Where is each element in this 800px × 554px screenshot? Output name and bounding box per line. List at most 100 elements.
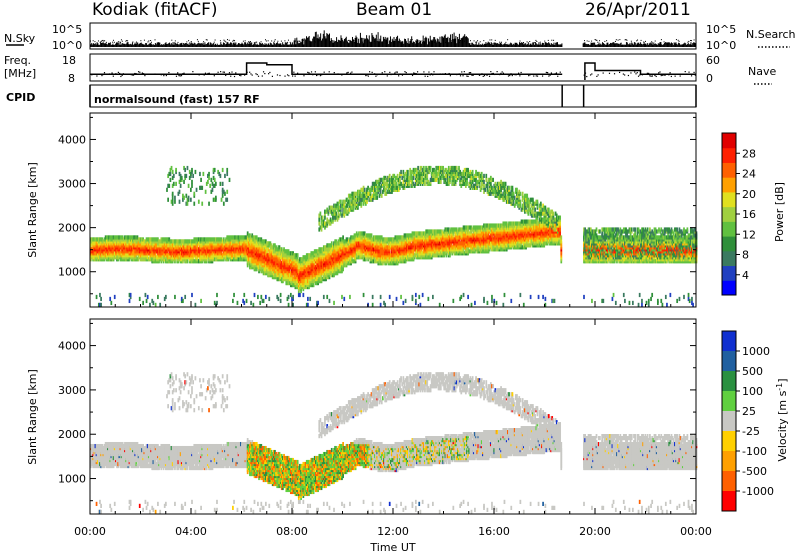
nave-point	[284, 75, 286, 77]
power-cell	[166, 237, 168, 242]
power-cell	[151, 298, 154, 304]
power-cell	[243, 235, 246, 240]
power-cell	[202, 171, 205, 177]
nave-point	[177, 72, 179, 74]
power-cell	[213, 197, 216, 202]
nave-point	[261, 75, 263, 77]
power-cell	[112, 235, 115, 240]
power-cell	[226, 171, 229, 177]
nave-point	[428, 71, 430, 73]
nave-point	[490, 71, 492, 73]
power-cell	[310, 251, 313, 256]
power-cell	[134, 235, 137, 240]
power-cell	[278, 251, 281, 256]
power-cell	[210, 177, 213, 183]
power-cell	[291, 251, 293, 256]
power-cell	[267, 271, 269, 276]
nave-point	[486, 74, 488, 76]
power-cell	[332, 205, 334, 210]
nsearch-point	[234, 40, 236, 42]
power-cell	[163, 243, 166, 248]
power-cell	[288, 251, 291, 256]
power-cell	[110, 300, 113, 306]
power-cell	[359, 231, 362, 236]
power-cell	[372, 259, 375, 264]
nave-point	[559, 71, 561, 73]
power-cell	[237, 235, 240, 240]
nsearch-point	[267, 40, 269, 42]
nsearch-label: N.Search	[746, 28, 796, 41]
power-cell	[380, 193, 383, 198]
power-cell	[109, 235, 112, 240]
power-cell	[101, 243, 104, 248]
power-cell	[322, 219, 325, 224]
power-cell	[183, 165, 185, 171]
power-cell	[363, 187, 366, 192]
nsearch-point	[606, 40, 608, 42]
power-cell	[95, 241, 98, 246]
nave-point	[655, 75, 657, 78]
power-cell	[197, 241, 200, 246]
power-cell	[335, 239, 338, 244]
power-cell	[104, 253, 107, 258]
power-cell	[362, 231, 365, 236]
beam-title: Beam 01	[356, 0, 432, 20]
power-cell	[343, 209, 346, 214]
power-cell	[136, 257, 139, 262]
power-cell	[367, 185, 369, 190]
power-cell	[92, 237, 95, 242]
power-cell	[351, 195, 354, 200]
power-cell	[276, 294, 279, 300]
power-cell	[197, 199, 200, 204]
nave-point	[528, 75, 530, 77]
nsearch-point	[118, 41, 120, 43]
nave-point	[618, 71, 621, 74]
nave-point	[693, 71, 695, 74]
nsearch-point	[274, 39, 276, 41]
nave-point	[178, 75, 180, 77]
power-cell	[170, 239, 173, 244]
power-cell	[191, 183, 193, 188]
power-cell	[349, 193, 351, 198]
power-cell	[345, 237, 348, 242]
cpid-segments	[89, 85, 697, 107]
power-cell	[370, 245, 373, 250]
nsearch-point	[475, 41, 477, 43]
power-cell	[235, 247, 238, 252]
nave-point	[586, 75, 588, 78]
power-cell	[384, 181, 387, 186]
power-cell	[116, 235, 118, 240]
power-cell	[172, 181, 175, 186]
nave-point	[217, 71, 219, 73]
power-cell	[371, 197, 374, 202]
power-cell	[295, 279, 298, 284]
nsearch-point	[264, 39, 266, 41]
power-cell	[344, 239, 347, 244]
power-cell	[188, 257, 191, 262]
power-cell	[99, 237, 101, 242]
power-cell	[251, 233, 254, 238]
power-cell	[382, 177, 384, 183]
nave-point	[96, 75, 98, 77]
nave-point	[491, 72, 493, 75]
nsearch-point	[249, 41, 251, 43]
power-cell	[350, 193, 352, 198]
power-cell	[341, 253, 343, 258]
nave-point	[323, 71, 325, 73]
power-cell	[151, 257, 154, 262]
power-cell	[242, 298, 244, 304]
power-cell	[233, 292, 235, 298]
power-cell	[139, 237, 142, 242]
power-cell	[343, 263, 346, 268]
power-cell	[318, 213, 321, 218]
power-cell	[189, 197, 192, 202]
nsky-trace	[89, 30, 696, 47]
power-cell	[385, 177, 388, 183]
power-cell	[334, 203, 337, 208]
power-cell	[377, 235, 380, 240]
nsearch-point	[636, 40, 638, 42]
power-cell	[103, 251, 106, 256]
power-cell	[212, 175, 215, 181]
power-cell	[324, 221, 326, 226]
power-cell	[129, 292, 132, 298]
